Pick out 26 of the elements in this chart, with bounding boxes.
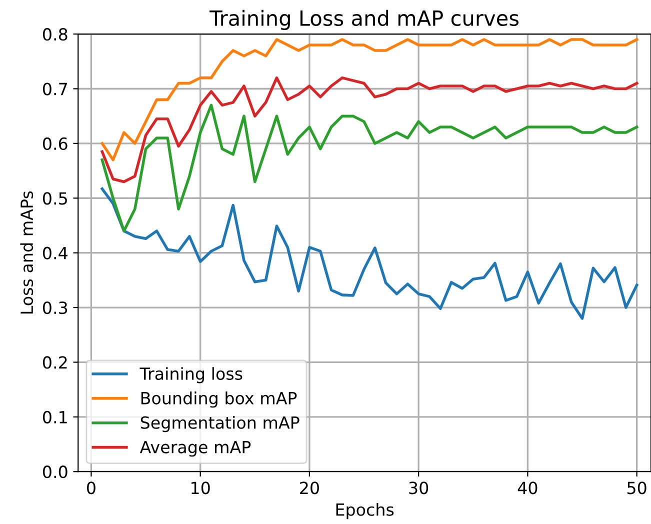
x-tick-label: 0 (87, 482, 96, 494)
line-series (100, 104, 638, 232)
x-tick-label: 40 (518, 482, 538, 494)
chart-title: Training Loss and mAP curves (210, 10, 518, 30)
y-tick-label: 0.2 (42, 356, 67, 369)
x-tick-label: 20 (300, 482, 319, 494)
y-axis-title: Loss and mAPs (20, 191, 34, 314)
y-tick-label: 0.5 (42, 192, 67, 205)
legend-label: Training loss (140, 367, 242, 384)
y-tick-label: 0.1 (42, 410, 67, 424)
line-series (100, 38, 638, 162)
legend-label: Average mAP (140, 440, 251, 457)
y-tick-label: 0.8 (42, 28, 68, 41)
y-tick-label: 0.7 (42, 82, 67, 96)
x-tick-label: 30 (409, 482, 428, 494)
x-axis-title: Epochs (336, 503, 394, 520)
y-tick-label: 0.6 (42, 137, 68, 150)
x-tick-label: 10 (192, 482, 210, 494)
legend-label: Segmentation mAP (140, 416, 300, 432)
y-tick-label: 0.3 (42, 301, 68, 314)
x-tick-label: 50 (627, 482, 646, 494)
legend-label: Bounding box mAP (141, 392, 297, 408)
y-tick-label: 0.4 (42, 246, 68, 260)
line-series (100, 187, 638, 320)
y-tick-label: 0.0 (42, 466, 68, 478)
line-series (100, 76, 638, 184)
